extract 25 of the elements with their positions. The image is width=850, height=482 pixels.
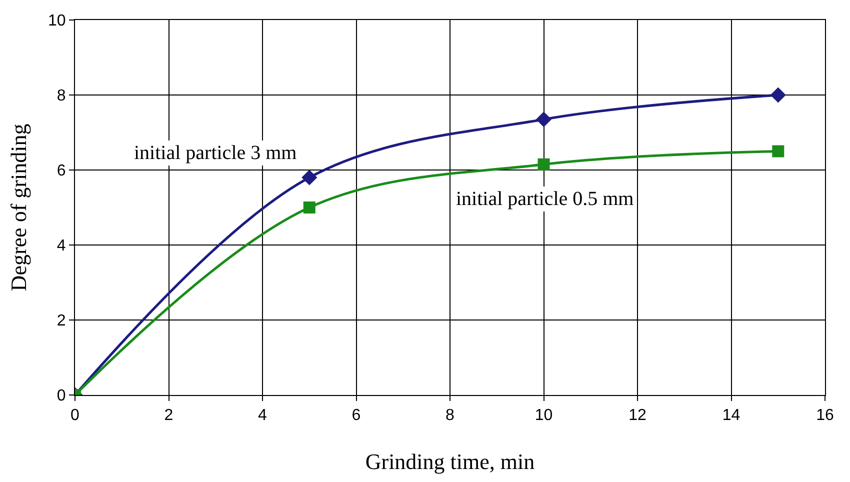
point xyxy=(302,170,318,186)
x-tick-label: 6 xyxy=(352,407,361,424)
y-axis-title: Degree of grinding xyxy=(6,124,31,292)
x-axis-title: Grinding time, min xyxy=(365,449,535,474)
y-tick-label: 8 xyxy=(56,88,66,105)
x-tick-label: 0 xyxy=(70,407,80,424)
y-tick-label: 6 xyxy=(56,162,66,180)
y-tick-label: 10 xyxy=(48,12,66,30)
x-tick-label: 10 xyxy=(534,407,553,424)
point xyxy=(536,112,552,128)
point xyxy=(770,87,786,103)
x-tick-label: 8 xyxy=(446,407,455,424)
x-tick-label: 2 xyxy=(164,407,174,424)
series-label: initial particle 3 mm xyxy=(134,142,298,164)
series-label: initial particle 0.5 mm xyxy=(456,188,634,210)
y-tick-label: 4 xyxy=(56,238,66,255)
point xyxy=(303,202,316,214)
y-tick-label: 0 xyxy=(56,388,66,405)
x-tick-label: 14 xyxy=(722,407,740,424)
y-tick-label: 2 xyxy=(56,312,66,330)
x-tick-label: 4 xyxy=(258,407,268,424)
point xyxy=(772,145,784,158)
point xyxy=(538,158,550,170)
x-tick-label: 12 xyxy=(628,407,646,424)
x-tick-label: 16 xyxy=(816,407,834,424)
